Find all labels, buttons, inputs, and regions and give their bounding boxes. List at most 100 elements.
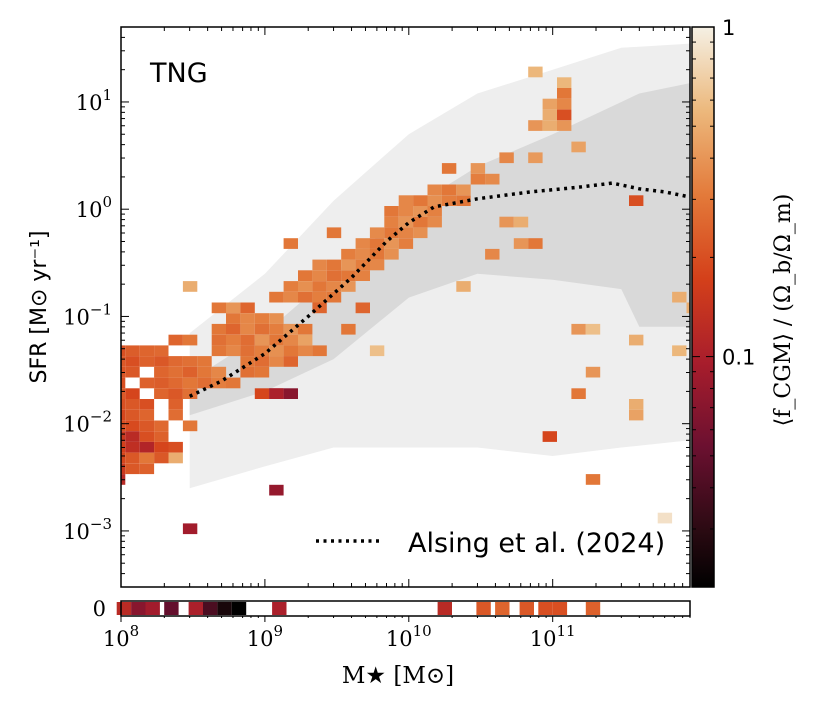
heatmap-cell [154,420,169,432]
heatmap-cell [125,356,140,367]
y-tick-label: 100 [76,193,112,222]
heatmap-cell [125,452,140,464]
heatmap-cell [312,281,327,292]
heatmap-cell [283,281,298,292]
x-axis-ticks-main [120,27,691,587]
zero-strip-frame [120,600,691,617]
zero-strip-cell [217,602,232,615]
heatmap-cell [125,399,140,410]
heatmap-cell [182,523,198,535]
heatmap-cell [384,238,399,249]
zero-strip-cell [131,602,146,615]
heatmap-cell [456,195,471,206]
heatmap-cell [456,184,471,196]
heatmap-cell [226,302,241,314]
heatmap-cell [197,377,212,389]
zero-strip-cells [116,602,601,615]
heatmap-cell [154,388,169,399]
heatmap-cell [384,248,399,260]
heatmap-cell [629,195,644,206]
heatmap-cell [513,238,529,249]
heatmap-cell [211,334,227,346]
heatmap-cell [269,334,284,346]
heatmap-cell [341,248,356,260]
legend-label: Alsing et al. (2024) [408,528,665,559]
heatmap-cell [528,66,543,78]
heatmap-cell [384,216,399,228]
heatmap-cell [121,356,126,367]
y-axis-label: SFR [M⊙ yr⁻¹] [27,231,52,384]
heatmap-cell [182,356,198,367]
y-tick-label: 10−2 [63,408,112,437]
heatmap-cell [121,420,126,432]
heatmap-cell [513,216,529,228]
heatmap-cell [254,334,270,346]
zero-strip-cell [203,602,218,615]
x-axis-label: M★ [M⊙] [342,663,454,689]
heatmap-cell [427,216,442,228]
heatmap-cell [269,291,284,303]
heatmap-cell [283,291,298,303]
heatmap-cell [571,323,586,335]
heatmap-cell [139,420,155,432]
heatmap-cell [485,173,500,185]
heatmap-cell [121,463,126,475]
heatmap-cell [398,238,414,249]
heatmap-cell [326,259,342,271]
heatmap-cell [341,259,356,271]
colorbar-frame [691,26,715,588]
heatmap-cell [341,270,356,281]
heatmap-cell [240,366,255,378]
heatmap-cell [168,366,183,378]
heatmap-cell [369,238,385,249]
heatmap-cell [139,463,155,475]
heatmap-cell [154,345,169,357]
x-axis-ticks: 108 109 1010 1011 [103,616,691,651]
heatmap-cell [269,356,284,367]
heatmap-cell [154,356,169,367]
heatmap-cell [427,195,442,206]
heatmap-cell [197,366,212,378]
heatmap-cell [154,377,169,389]
heatmap-cell [557,88,572,99]
heatmap-cell [298,270,313,281]
heatmap-cell [542,431,557,442]
heatmap-cell [139,377,155,389]
heatmap-cell [211,323,227,335]
zero-strip-label: 0 [93,597,106,621]
zero-strip-cell [231,602,247,615]
heatmap-cell [254,323,270,335]
heatmap-cell [326,227,342,239]
colorbar-label: ⟨f_CGM⟩ / (Ω_b/Ω_m) [771,194,796,427]
heatmap-cell [629,399,644,410]
heatmap-cell [168,399,183,410]
heatmap-cell [125,441,140,453]
heatmap-cell [154,452,169,464]
heatmap-cell [312,345,327,357]
heatmap-cell [571,388,586,399]
heatmap-cell [312,259,327,271]
band-inner [189,83,690,416]
heatmap-cell [528,238,543,249]
heatmap-cell [485,248,500,260]
heatmap-cell [283,345,298,357]
heatmap-cell [182,334,198,346]
heatmap-cell [456,281,471,292]
legend: Alsing et al. (2024) [316,528,665,559]
heatmap-cell [542,98,557,110]
plot-area: 10−3 10−2 10−1 100 101 TNG Alsing et al. (20… [63,26,691,588]
colorbar-tick-label: 1 [722,16,735,40]
heatmap-cell [121,452,126,464]
heatmap-cell [168,441,183,453]
heatmap-cell [369,227,385,239]
y-tick-label: 10−3 [63,515,112,544]
heatmap-cell [283,238,298,249]
heatmap-cell [542,120,557,131]
heatmap-cell [121,377,126,389]
heatmap-cell [168,334,183,346]
series-lines [188,181,690,398]
heatmap-cell [211,302,227,314]
heatmap-cell [355,238,370,249]
heatmap-cell [254,388,270,399]
heatmap-cell [197,356,212,367]
